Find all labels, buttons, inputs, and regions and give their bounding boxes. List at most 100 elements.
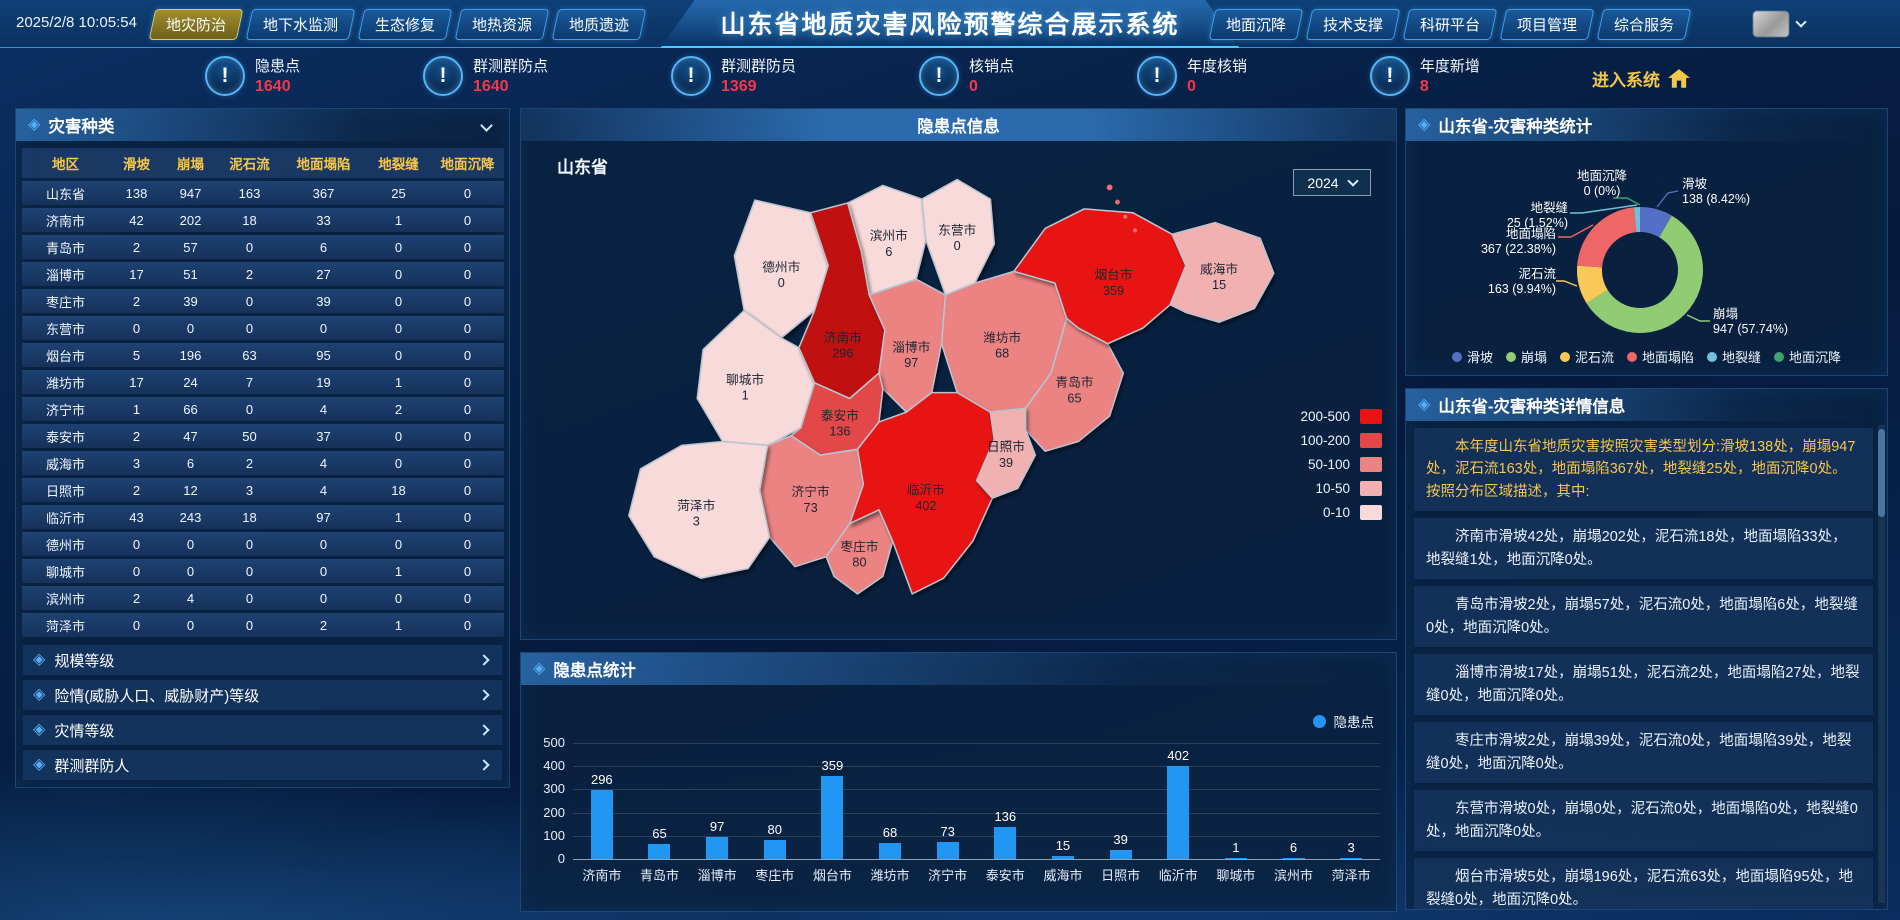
user-menu[interactable] [1753, 11, 1807, 37]
gridline [573, 812, 1380, 814]
map-region-东营市[interactable] [921, 178, 996, 296]
stat-年度新增: ! 年度新增 8 [1369, 55, 1480, 96]
donut-segment-滑坡[interactable] [1640, 207, 1672, 238]
table-cell: 菏泽市 [21, 613, 110, 637]
donut-segment-崩塌[interactable] [1586, 215, 1703, 333]
map-legend-item[interactable]: 0-10 [1300, 505, 1382, 520]
table-row[interactable]: 烟台市 5 196 63 95 0 0 [21, 343, 504, 367]
donut-legend-item[interactable]: 地面沉降 [1774, 347, 1841, 366]
bar-济南市[interactable] [590, 790, 613, 859]
table-cell: 2 [109, 424, 164, 448]
table-row[interactable]: 东营市 0 0 0 0 0 0 [21, 316, 504, 340]
donut-legend-item[interactable]: 滑坡 [1451, 347, 1493, 366]
tab-项目管理[interactable]: 项目管理 [1499, 9, 1595, 40]
map-legend-item[interactable]: 10-50 [1300, 481, 1382, 496]
legend-label: 泥石流 [1574, 350, 1614, 365]
table-row[interactable]: 潍坊市 17 24 7 19 1 0 [21, 370, 504, 394]
tab-综合服务[interactable]: 综合服务 [1596, 9, 1692, 40]
table-row[interactable]: 青岛市 2 57 0 6 0 0 [21, 235, 504, 259]
table-row[interactable]: 泰安市 2 47 50 37 0 0 [21, 424, 504, 448]
scrollbar-thumb[interactable] [1878, 429, 1885, 517]
donut-segment-泥石流[interactable] [1577, 265, 1608, 304]
bar-chart-legend[interactable]: 隐患点 [1312, 711, 1374, 731]
disaster-stats-panel: ◈ 山东省-灾害种类统计 滑坡 138 (8.42%) 崩塌 947 (57.74%)… [1405, 108, 1888, 376]
donut-segment-地面塌陷[interactable] [1577, 207, 1637, 268]
chevron-right-icon [478, 689, 490, 701]
collapse-chevron-icon[interactable] [480, 118, 493, 132]
user-avatar[interactable] [1753, 11, 1789, 37]
table-cell: 367 [281, 181, 366, 205]
table-row[interactable]: 菏泽市 0 0 0 2 1 0 [21, 613, 504, 637]
table-cell: 0 [431, 235, 504, 259]
table-row[interactable]: 德州市 0 0 0 0 0 0 [21, 532, 504, 556]
donut-legend-item[interactable]: 泥石流 [1559, 347, 1614, 366]
map-region-威海市[interactable] [1169, 221, 1275, 324]
map-legend-item[interactable]: 200-500 [1300, 409, 1382, 424]
tab-label: 综合服务 [1614, 17, 1675, 34]
bar-威海市[interactable] [1051, 855, 1074, 859]
table-cell: 济南市 [21, 208, 110, 232]
bar-泰安市[interactable] [994, 827, 1017, 859]
table-row[interactable]: 枣庄市 2 39 0 39 0 0 [21, 289, 504, 313]
bar-烟台市[interactable] [821, 775, 844, 859]
map-region-聊城市[interactable] [696, 309, 816, 447]
tab-地灾防治[interactable]: 地灾防治 [148, 9, 244, 40]
year-select[interactable]: 2024 [1293, 169, 1371, 196]
bar-济宁市[interactable] [936, 842, 959, 859]
table-row[interactable]: 滨州市 2 4 0 0 0 0 [21, 586, 504, 610]
bar-聊城市[interactable] [1224, 858, 1247, 859]
tab-地热资源[interactable]: 地热资源 [454, 9, 550, 40]
table-cell: 17 [109, 370, 164, 394]
table-row[interactable]: 济南市 42 202 18 33 1 0 [21, 208, 504, 232]
table-cell: 4 [163, 586, 218, 610]
table-cell: 0 [217, 613, 282, 637]
table-row[interactable]: 聊城市 0 0 0 0 1 0 [21, 559, 504, 583]
table-row[interactable]: 济宁市 1 66 0 4 2 0 [21, 397, 504, 421]
donut-legend-item[interactable]: 地裂缝 [1707, 347, 1761, 366]
tab-地下水监测[interactable]: 地下水监测 [245, 9, 356, 40]
menu-item-群测群防人[interactable]: ◈ 群测群防人 [23, 750, 502, 780]
menu-item-规模等级[interactable]: ◈ 规模等级 [23, 645, 502, 675]
bar-临沂市[interactable] [1167, 765, 1190, 859]
map-legend-item[interactable]: 50-100 [1300, 457, 1382, 472]
map-region-菏泽市[interactable] [628, 440, 771, 580]
bar-菏泽市[interactable] [1340, 858, 1363, 859]
tab-地面沉降[interactable]: 地面沉降 [1208, 9, 1304, 40]
bar-value-label: 136 [994, 809, 1017, 825]
table-cell: 7 [217, 370, 282, 394]
alert-icon: ! [205, 55, 245, 96]
tab-科研平台[interactable]: 科研平台 [1402, 9, 1498, 40]
callout-value: 947 (57.74%) [1713, 322, 1789, 336]
tab-技术支撑[interactable]: 技术支撑 [1305, 9, 1401, 40]
bar-青岛市[interactable] [648, 843, 671, 859]
menu-item-灾情等级[interactable]: ◈ 灾情等级 [23, 715, 502, 745]
map-region-日照市[interactable] [975, 407, 1037, 499]
donut-segment-地裂缝[interactable] [1633, 207, 1640, 233]
menu-item-险情(威胁人口、威胁财产)等级[interactable]: ◈ 险情(威胁人口、威胁财产)等级 [23, 680, 502, 710]
table-cell: 0 [163, 316, 218, 340]
bar-slot: 15 [1034, 743, 1092, 859]
callout-name: 地面塌陷 [1505, 227, 1556, 241]
callout-name: 崩塌 [1713, 307, 1739, 321]
table-row[interactable]: 日照市 2 12 3 4 18 0 [21, 478, 504, 502]
home-icon [1668, 68, 1690, 88]
bar-枣庄市[interactable] [763, 840, 786, 859]
donut-legend-item[interactable]: 地面塌陷 [1627, 347, 1694, 366]
table-row[interactable]: 威海市 3 6 2 4 0 0 [21, 451, 504, 475]
enter-system-button[interactable]: 进入系统 [1592, 66, 1690, 91]
bar-滨州市[interactable] [1282, 857, 1305, 859]
map-legend-item[interactable]: 100-200 [1300, 433, 1382, 448]
bar-日照市[interactable] [1109, 849, 1132, 859]
bar-淄博市[interactable] [706, 836, 729, 859]
scrollbar-track[interactable] [1878, 425, 1885, 903]
table-row[interactable]: 临沂市 43 243 18 97 1 0 [21, 505, 504, 529]
table-row[interactable]: 淄博市 17 51 2 27 0 0 [21, 262, 504, 286]
table-row[interactable]: 山东省 138 947 163 367 25 0 [21, 181, 504, 205]
bar-潍坊市[interactable] [879, 843, 902, 859]
tab-地质遗迹[interactable]: 地质遗迹 [551, 9, 647, 40]
chevron-down-icon[interactable] [1795, 16, 1807, 28]
table-cell: 243 [163, 505, 218, 529]
tab-生态修复[interactable]: 生态修复 [357, 9, 453, 40]
tab-label: 地面沉降 [1226, 17, 1287, 34]
donut-legend-item[interactable]: 崩塌 [1505, 347, 1547, 366]
